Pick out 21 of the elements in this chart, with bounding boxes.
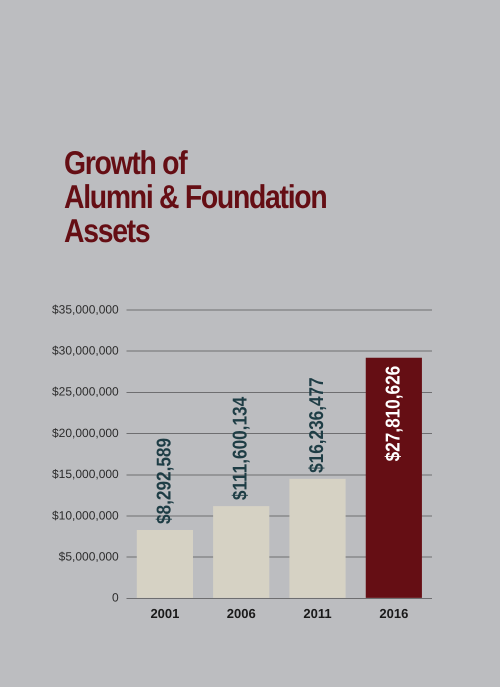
x-tick-label: 2006 (226, 606, 256, 621)
x-tick-label: 2001 (150, 606, 180, 621)
x-tick-label: 2016 (379, 606, 408, 621)
annotation: $8,292,589 (152, 438, 175, 524)
y-tick-label: $35,000,000 (52, 302, 120, 316)
chart-title: Growth of Alumni & Foundation Assets (64, 144, 326, 249)
annotation: $16,236,477 (304, 377, 328, 473)
bar (136, 530, 193, 598)
annotation: $111,600,134 (228, 396, 252, 500)
y-tick-label: $25,000,000 (52, 384, 120, 399)
bar (213, 506, 270, 598)
y-tick-label: $20,000,000 (52, 426, 120, 440)
y-tick-label: $15,000,000 (52, 467, 120, 482)
y-tick-label: $30,000,000 (52, 344, 120, 358)
x-tick-label: 2011 (303, 606, 332, 621)
bar (366, 358, 422, 598)
annotation: $27,810,626 (381, 366, 404, 462)
bar (289, 478, 346, 598)
y-tick-label: $5,000,000 (58, 550, 120, 564)
y-tick-label: 0 (112, 590, 120, 605)
y-tick-label: $10,000,000 (52, 508, 120, 522)
